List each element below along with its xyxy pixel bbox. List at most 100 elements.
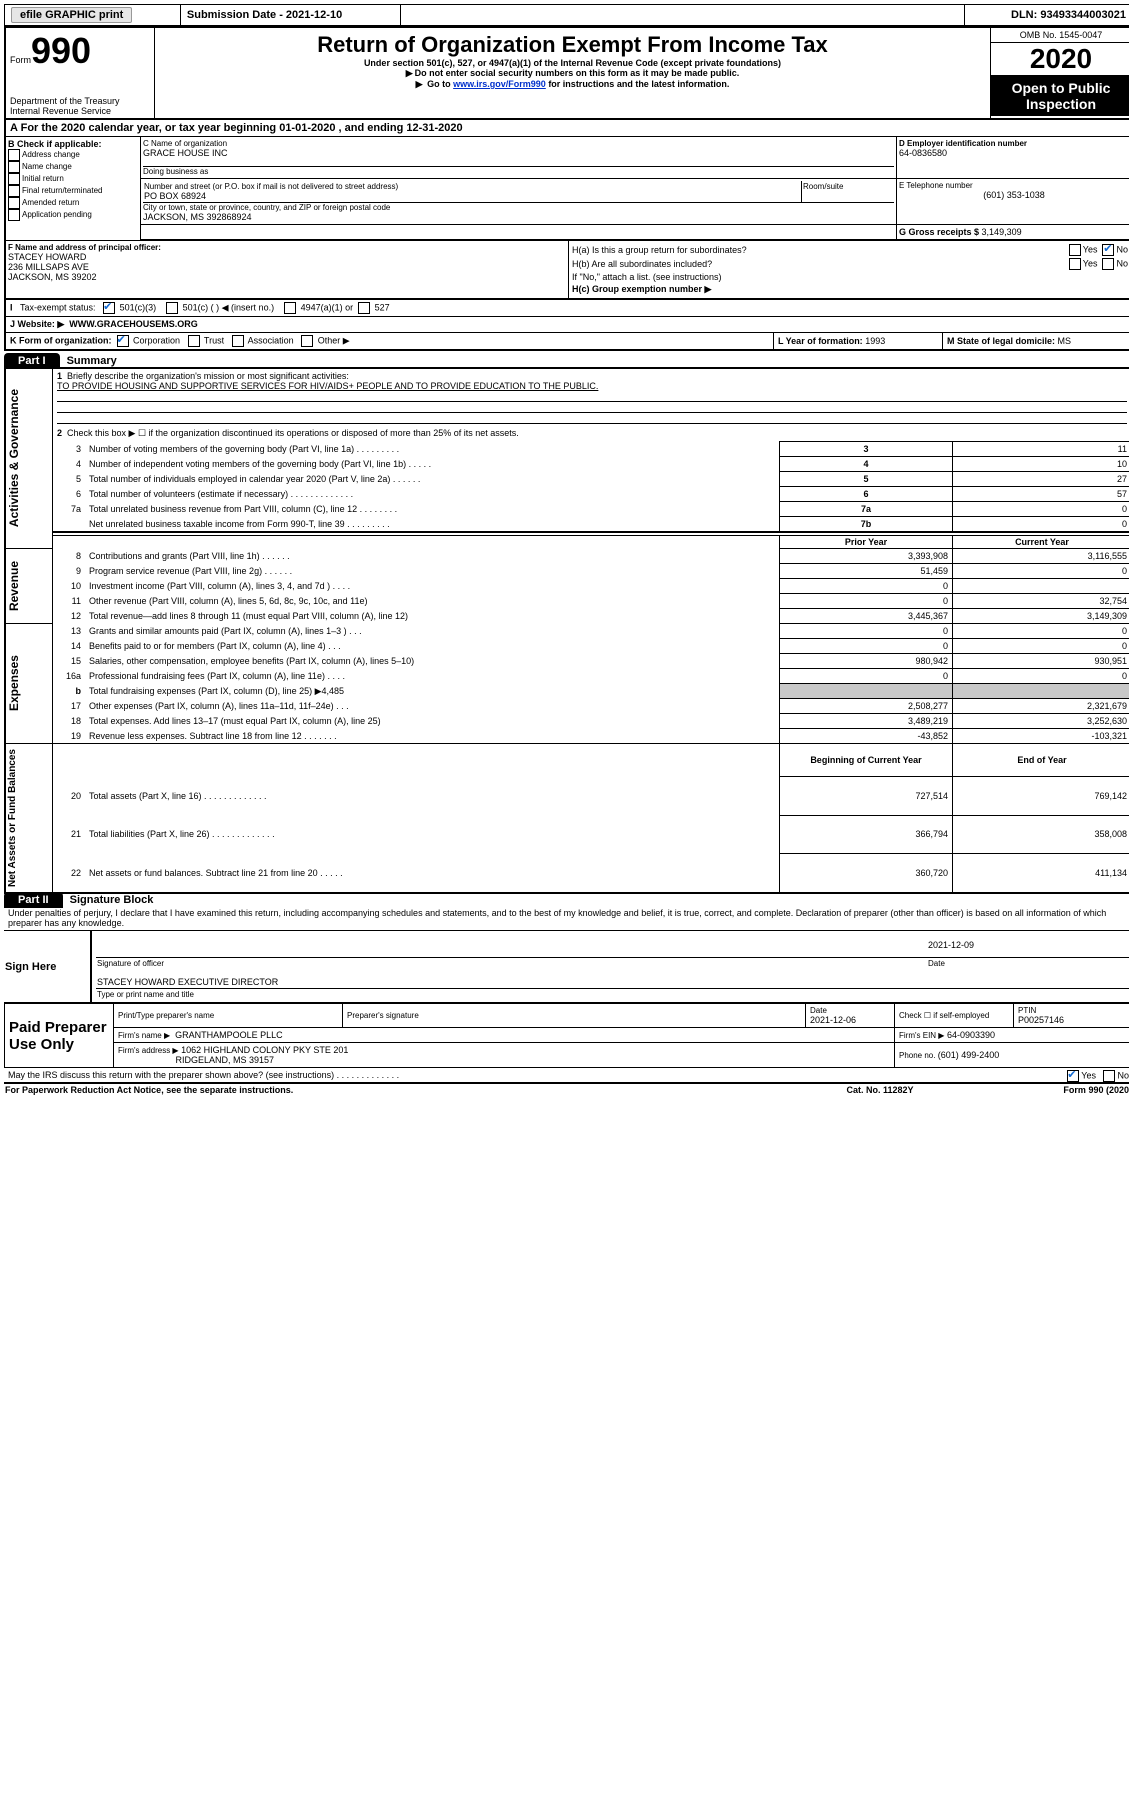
net-row: Total assets (Part X, line 16) . . . . .… [85,777,780,815]
col-eoy: End of Year [953,744,1129,777]
footer: For Paperwork Reduction Act Notice, see … [4,1084,1129,1096]
h-note: If "No," attach a list. (see instruction… [571,271,1129,283]
rev-row: Contributions and grants (Part VIII, lin… [85,549,780,564]
col-prior: Prior Year [780,536,953,549]
cb-501c3[interactable] [103,302,115,314]
exp-row: Total expenses. Add lines 13–17 (must eq… [85,714,780,729]
hb-no[interactable] [1102,258,1114,270]
website-row: J Website: ▶ WWW.GRACEHOUSEMS.ORG [4,316,1129,332]
gov-row: Total number of individuals employed in … [85,472,780,487]
rev-row: Investment income (Part VIII, column (A)… [85,579,780,594]
hb-yes[interactable] [1069,258,1081,270]
cb-assoc[interactable] [232,335,244,347]
cb-address-change[interactable]: Address change [8,149,138,161]
form-header: Form990 Department of the Treasury Inter… [4,26,1129,120]
cb-trust[interactable] [188,335,200,347]
part1-table: Activities & Governance 1 Briefly descri… [4,367,1129,894]
perjury-declaration: Under penalties of perjury, I declare th… [4,906,1129,930]
vlabel-expenses: Expenses [7,651,21,715]
section-b-label: B Check if applicable: [8,139,138,149]
officer-addr1: 236 MILLSAPS AVE [8,262,566,272]
city-state-zip: JACKSON, MS 392868924 [143,212,894,222]
dept-label: Department of the Treasury Internal Reve… [10,96,150,116]
rev-row: Other revenue (Part VIII, column (A), li… [85,594,780,609]
e-phone-label: E Telephone number [899,181,1129,190]
ha-no[interactable] [1102,244,1114,256]
gov-val-3: 11 [953,442,1129,457]
gov-row: Total number of volunteers (estimate if … [85,487,780,502]
firm-name: GRANTHAMPOOLE PLLC [175,1030,283,1040]
gov-row: Number of voting members of the governin… [85,442,780,457]
gov-row: Net unrelated business taxable income fr… [85,517,780,533]
d-ein-label: D Employer identification number [899,139,1129,148]
form-number: 990 [31,30,91,71]
firm-addr1: 1062 HIGHLAND COLONY PKY STE 201 [181,1045,348,1055]
q2-text: Check this box ▶ ☐ if the organization d… [67,428,519,438]
telephone: (601) 353-1038 [899,190,1129,200]
cb-4947[interactable] [284,302,296,314]
cb-initial-return[interactable]: Initial return [8,173,138,185]
tax-exempt-row: I Tax-exempt status: 501(c)(3) 501(c) ( … [4,299,1129,316]
g-label: G Gross receipts $ [899,227,982,237]
cb-corp[interactable] [117,335,129,347]
pra-notice: For Paperwork Reduction Act Notice, see … [4,1084,779,1096]
officer-printed: STACEY HOWARD EXECUTIVE DIRECTOR [96,969,1129,989]
hb-label: H(b) Are all subordinates included? [571,257,1017,271]
gov-row: Total unrelated business revenue from Pa… [85,502,780,517]
paid-preparer-block: Paid Preparer Use Only Print/Type prepar… [4,1003,1129,1068]
firm-phone: (601) 499-2400 [938,1050,1000,1060]
form-label: Form [10,55,31,65]
omb: OMB No. 1545-0047 [991,28,1129,43]
cb-other[interactable] [301,335,313,347]
gov-val-6: 57 [953,487,1129,502]
exp-row: Salaries, other compensation, employee b… [85,654,780,669]
website-url: WWW.GRACEHOUSEMS.ORG [69,319,198,329]
cb-name-change[interactable]: Name change [8,161,138,173]
cb-527[interactable] [358,302,370,314]
sig-date-label: Date [927,958,1129,970]
officer-printed-label: Type or print name and title [96,989,1129,1001]
rev-row: Total revenue—add lines 8 through 11 (mu… [85,609,780,624]
city-label: City or town, state or province, country… [143,202,894,212]
officer-group-block: F Name and address of principal officer:… [4,240,1129,299]
form990-link[interactable]: www.irs.gov/Form990 [453,79,546,89]
ha-yes[interactable] [1069,244,1081,256]
gov-val-7a: 0 [953,502,1129,517]
cb-501c[interactable] [166,302,178,314]
self-employed[interactable]: Check ☐ if self-employed [895,1004,1014,1028]
sign-here-block: Sign Here 2021-12-09 Signature of office… [4,930,1129,1003]
efile-label[interactable]: efile GRAPHIC print [5,5,181,26]
cb-amended[interactable]: Amended return [8,197,138,209]
ptin: P00257146 [1018,1015,1128,1025]
state-domicile: MS [1058,336,1072,346]
net-row: Total liabilities (Part X, line 26) . . … [85,815,780,853]
q1-label: Briefly describe the organization's miss… [67,371,349,381]
f-label: F Name and address of principal officer: [8,243,566,252]
discuss-no[interactable] [1103,1070,1115,1082]
note-link: Go to www.irs.gov/Form990 for instructio… [159,79,986,90]
cb-app-pending[interactable]: Application pending [8,209,138,221]
ha-label: H(a) Is this a group return for subordin… [571,243,1017,257]
discuss-yes[interactable] [1067,1070,1079,1082]
gov-val-7b: 0 [953,517,1129,533]
org-name: GRACE HOUSE INC [143,148,894,158]
hc-label: H(c) Group exemption number ▶ [571,283,1129,296]
part2-tab: Part II [4,892,63,908]
discuss-row: May the IRS discuss this return with the… [4,1068,1129,1084]
tax-period: A For the 2020 calendar year, or tax yea… [4,120,1129,136]
part2-heading: Signature Block [66,892,158,908]
tax-year: 2020 [991,43,1129,76]
exp-row: Professional fundraising fees (Part IX, … [85,669,780,684]
vlabel-netassets: Net Assets or Fund Balances [7,745,18,891]
officer-name: STACEY HOWARD [8,252,566,262]
col-bcy: Beginning of Current Year [780,744,953,777]
exp-row: Other expenses (Part IX, column (A), lin… [85,699,780,714]
form-footer: Form 990 (2020) [981,1084,1129,1096]
part1-heading: Summary [63,353,121,369]
sig-officer-label: Signature of officer [96,958,927,970]
public-inspection: Open to Public Inspection [991,76,1129,116]
col-current: Current Year [953,536,1129,549]
gov-val-5: 27 [953,472,1129,487]
mission-text: TO PROVIDE HOUSING AND SUPPORTIVE SERVIC… [57,381,598,391]
cb-final-return[interactable]: Final return/terminated [8,185,138,197]
